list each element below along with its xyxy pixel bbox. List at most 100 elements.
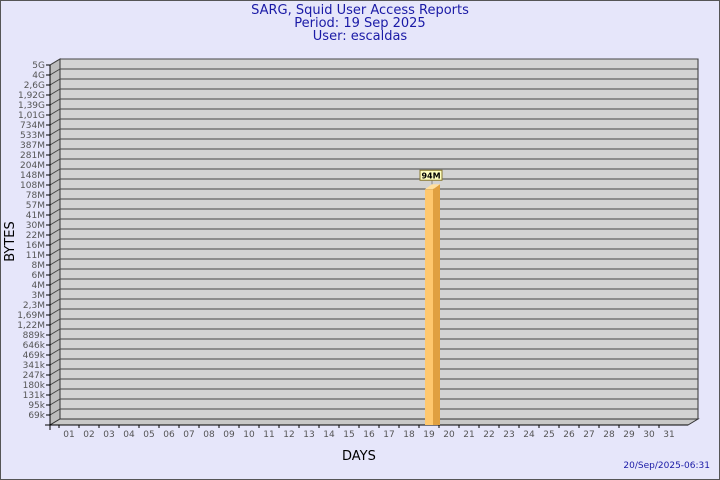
x-tick-label: 27 xyxy=(583,430,594,440)
gridline-side xyxy=(49,58,61,66)
x-tick-label: 09 xyxy=(223,430,235,440)
gridline-side xyxy=(49,388,61,396)
x-tick-label: 24 xyxy=(523,430,535,440)
y-tick-label: 646k xyxy=(23,341,46,351)
gridline-side xyxy=(49,298,61,306)
gridline-side xyxy=(49,378,61,386)
chart-period: Period: 19 Sep 2025 xyxy=(294,16,426,31)
gridline-side xyxy=(49,308,61,316)
y-tick-label: 41M xyxy=(26,211,45,221)
data-label-box xyxy=(419,169,443,181)
x-tick-label: 12 xyxy=(283,430,294,440)
chart-title: SARG, Squid User Access Reports xyxy=(251,3,469,18)
gridline-side xyxy=(49,178,61,186)
y-tick-label: 4G xyxy=(32,71,45,81)
gridline-side xyxy=(49,128,61,136)
y-tick-label: 5G xyxy=(32,61,45,71)
gridline-side xyxy=(49,258,61,266)
y-tick-label: 6M xyxy=(32,271,46,281)
data-label: 94M xyxy=(421,171,440,180)
y-tick-label: 204M xyxy=(20,161,45,171)
x-tick-label: 05 xyxy=(143,430,154,440)
y-tick-label: 1,69M xyxy=(17,311,45,321)
x-tick-label: 01 xyxy=(63,430,74,440)
bar-side xyxy=(433,184,440,425)
x-tick-label: 15 xyxy=(343,430,354,440)
x-tick-label: 03 xyxy=(103,430,114,440)
gridline-side xyxy=(49,88,61,96)
gridline-side xyxy=(49,168,61,176)
y-tick-label: 734M xyxy=(20,121,45,131)
gridline-side xyxy=(49,68,61,76)
gridline-side xyxy=(49,278,61,286)
x-tick-label: 25 xyxy=(543,430,554,440)
x-tick-label: 23 xyxy=(503,430,514,440)
gridline-side xyxy=(49,138,61,146)
x-tick-label: 13 xyxy=(303,430,314,440)
gridline-side xyxy=(49,268,61,276)
y-tick-label: 341k xyxy=(23,361,46,371)
y-tick-label: 1,92G xyxy=(18,91,45,101)
y-tick-label: 78M xyxy=(26,191,45,201)
x-tick-label: 19 xyxy=(423,430,435,440)
gridline-side xyxy=(49,98,61,106)
y-tick-label: 469k xyxy=(23,351,46,361)
y-tick-label: 95k xyxy=(28,401,45,411)
plot-floor xyxy=(48,418,700,426)
y-tick-label: 30M xyxy=(26,221,45,231)
y-tick-label: 131k xyxy=(23,391,46,401)
y-tick-label: 11M xyxy=(26,251,45,261)
chart-user: User: escaldas xyxy=(312,29,408,44)
y-tick-label: 889k xyxy=(23,331,46,341)
x-tick-label: 28 xyxy=(603,430,615,440)
x-tick-label: 10 xyxy=(243,430,255,440)
x-tick-label: 26 xyxy=(563,430,575,440)
gridline-side xyxy=(49,248,61,256)
x-tick-label: 11 xyxy=(263,430,274,440)
x-tick-label: 20 xyxy=(443,430,455,440)
x-tick-label: 22 xyxy=(483,430,494,440)
gridline-side xyxy=(49,108,61,116)
x-tick-label: 14 xyxy=(323,430,335,440)
y-tick-label: 387M xyxy=(20,141,45,151)
gridline-side xyxy=(49,288,61,296)
x-tick-label: 02 xyxy=(83,430,94,440)
gridline-side xyxy=(49,188,61,196)
x-tick-label: 31 xyxy=(663,430,674,440)
bar xyxy=(425,189,433,425)
y-tick-label: 1,22M xyxy=(17,321,45,331)
gridline-side xyxy=(49,368,61,376)
x-tick-label: 06 xyxy=(163,430,175,440)
y-tick-label: 108M xyxy=(20,181,45,191)
y-tick-label: 69k xyxy=(28,411,45,421)
gridline-side xyxy=(49,148,61,156)
gridline-side xyxy=(49,238,61,246)
y-axis-label: BYTES xyxy=(2,221,18,262)
y-tick-label: 180k xyxy=(23,381,46,391)
y-tick-label: 281M xyxy=(20,151,45,161)
x-tick-label: 30 xyxy=(643,430,655,440)
x-tick-label: 21 xyxy=(463,430,474,440)
x-tick-label: 04 xyxy=(123,430,135,440)
gridline-side xyxy=(49,398,61,406)
gridline-side xyxy=(49,208,61,216)
y-tick-label: 8M xyxy=(32,261,46,271)
gridline-side xyxy=(49,328,61,336)
gridline-side xyxy=(49,78,61,86)
y-tick-label: 22M xyxy=(26,231,45,241)
gridline-side xyxy=(49,358,61,366)
gridline-side xyxy=(49,348,61,356)
y-tick-label: 3M xyxy=(32,291,46,301)
y-tick-label: 57M xyxy=(26,201,45,211)
y-tick-label: 1,39G xyxy=(18,101,45,111)
gridline-side xyxy=(49,198,61,206)
x-tick-label: 17 xyxy=(383,430,394,440)
y-tick-label: 2,3M xyxy=(23,301,45,311)
gridline-side xyxy=(49,218,61,226)
y-tick-label: 533M xyxy=(20,131,45,141)
x-tick-label: 18 xyxy=(403,430,415,440)
x-tick-label: 29 xyxy=(623,430,635,440)
gridline-side xyxy=(49,228,61,236)
y-tick-label: 2,6G xyxy=(24,81,45,91)
